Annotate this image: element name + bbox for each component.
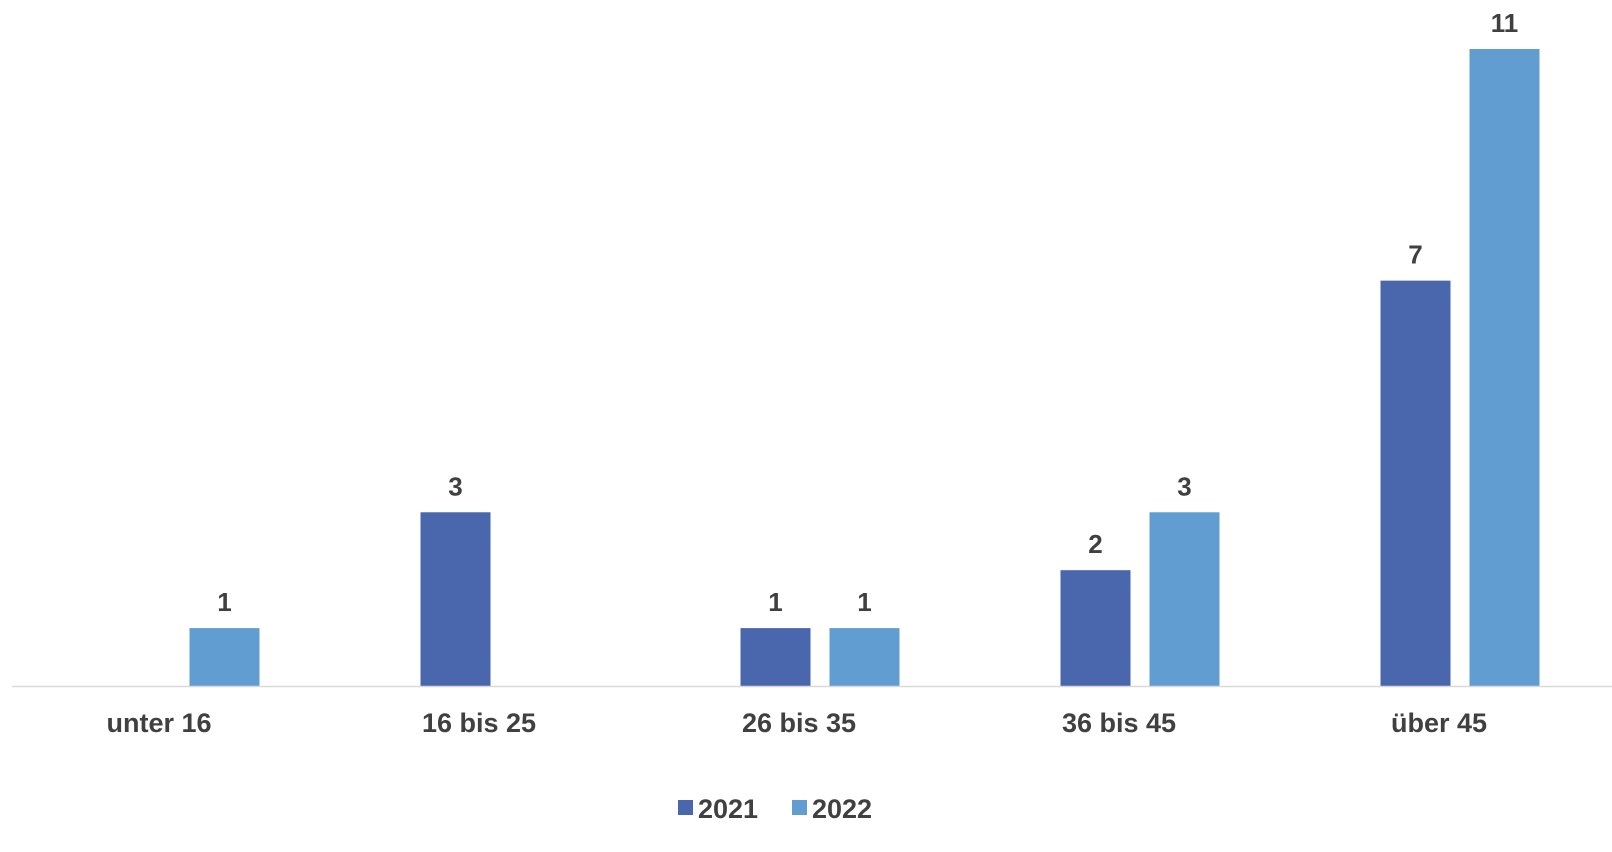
data-label: 1 xyxy=(857,587,871,617)
bar-2021-16-bis-25 xyxy=(420,512,491,686)
bars-layer xyxy=(189,49,1540,686)
legend-label: 2022 xyxy=(812,794,872,824)
legend-swatch xyxy=(792,800,807,815)
data-label: 1 xyxy=(768,587,782,617)
x-tick-label: unter 16 xyxy=(106,708,211,738)
x-tick-label: über 45 xyxy=(1391,708,1487,738)
x-tick-label: 16 bis 25 xyxy=(422,708,536,738)
data-label: 1 xyxy=(217,587,231,617)
data-label: 3 xyxy=(448,471,462,501)
legend: 2021 2022 xyxy=(678,794,872,824)
bar-2021-36-bis-45 xyxy=(1060,570,1131,686)
bar-2021-über-45 xyxy=(1380,280,1451,686)
bar-2022-unter-16 xyxy=(189,628,260,686)
x-tick-labels-layer: unter 16 16 bis 25 26 bis 35 36 bis 45 über … xyxy=(106,708,1487,738)
bar-2022-36-bis-45 xyxy=(1149,512,1220,686)
bar-2022-26-bis-35 xyxy=(829,628,900,686)
legend-label: 2021 xyxy=(698,794,758,824)
data-label: 11 xyxy=(1491,8,1519,38)
bar-2022-über-45 xyxy=(1469,49,1540,686)
x-tick-label: 26 bis 35 xyxy=(742,708,856,738)
data-label: 2 xyxy=(1088,529,1102,559)
bar-2021-26-bis-35 xyxy=(740,628,811,686)
x-tick-label: 36 bis 45 xyxy=(1062,708,1176,738)
data-label: 3 xyxy=(1177,471,1191,501)
data-label: 7 xyxy=(1408,240,1422,270)
legend-swatch xyxy=(678,800,693,815)
